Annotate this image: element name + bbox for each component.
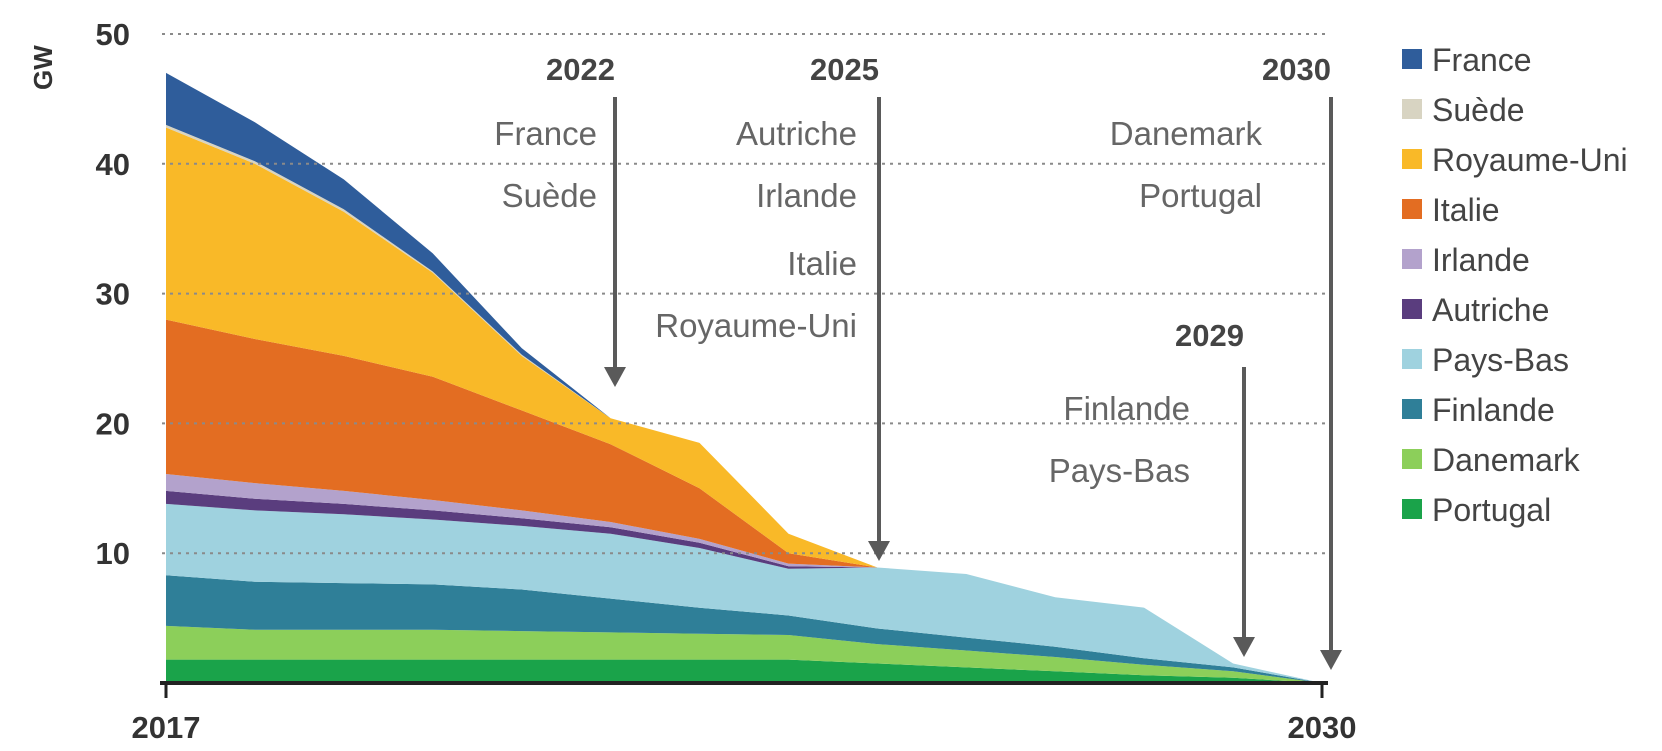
annotation-arrowhead-2030 [1320, 650, 1342, 671]
annotation-label-italie: Italie [787, 245, 857, 282]
annotation-label-portugal: Portugal [1139, 177, 1262, 214]
legend-swatch-danemark [1402, 449, 1422, 469]
annotation-label-irlande: Irlande [756, 177, 857, 214]
legend-label-royaume-uni: Royaume-Uni [1432, 142, 1628, 178]
legend-swatch-autriche [1402, 299, 1422, 319]
annotation-label-danemark: Danemark [1110, 115, 1263, 152]
annotation-label-autriche: Autriche [736, 115, 857, 152]
legend-label-suede: Suède [1432, 92, 1525, 128]
legend-swatch-royaume-uni [1402, 149, 1422, 169]
legend-swatch-pays-bas [1402, 349, 1422, 369]
legend: France Suède Royaume-Uni Italie Irlande Autri… [1402, 42, 1628, 528]
legend-label-danemark: Danemark [1432, 442, 1581, 478]
area-irlande [166, 474, 1322, 683]
x-tick-label-end: 2030 [1288, 710, 1357, 745]
legend-label-pays-bas: Pays-Bas [1432, 342, 1569, 378]
area-layers [166, 72, 1322, 683]
legend-label-irlande: Irlande [1432, 242, 1530, 278]
area-italie [166, 319, 1322, 683]
legend-swatch-italie [1402, 199, 1422, 219]
legend-swatch-portugal [1402, 499, 1422, 519]
area-royaume-uni [166, 127, 1322, 683]
annotation-arrowhead-2029 [1233, 637, 1255, 658]
y-tick-label-10: 10 [96, 536, 130, 571]
annotation-year-2025: 2025 [810, 52, 879, 87]
legend-label-autriche: Autriche [1432, 292, 1549, 328]
annotations: 2022 France Suède 2025 Autriche Irlande Italie… [494, 52, 1342, 671]
legend-label-france: France [1432, 42, 1532, 78]
area-danemark [166, 625, 1322, 683]
legend-swatch-irlande [1402, 249, 1422, 269]
annotation-year-2030: 2030 [1262, 52, 1331, 87]
legend-label-finlande: Finlande [1432, 392, 1555, 428]
y-tick-label-50: 50 [96, 17, 130, 52]
y-tick-label-20: 20 [96, 406, 130, 441]
area-autriche [166, 490, 1322, 683]
annotation-label-suede: Suède [502, 177, 597, 214]
annotation-arrowhead-2022 [604, 367, 626, 388]
annotation-label-france: France [494, 115, 597, 152]
area-portugal [166, 659, 1322, 683]
x-tick-label-start: 2017 [132, 710, 201, 745]
annotation-year-2022: 2022 [546, 52, 615, 87]
legend-label-italie: Italie [1432, 192, 1500, 228]
legend-label-portugal: Portugal [1432, 492, 1551, 528]
y-axis-ticks: 10 20 30 40 50 [96, 17, 130, 571]
annotation-label-finlande: Finlande [1063, 390, 1190, 427]
legend-swatch-suede [1402, 99, 1422, 119]
annotation-arrowhead-2025 [868, 540, 890, 561]
annotation-year-2029: 2029 [1175, 318, 1244, 353]
annotation-label-royaume-uni: Royaume-Uni [655, 307, 857, 344]
annotation-label-pays-bas: Pays-Bas [1049, 452, 1190, 489]
gridlines [162, 33, 1330, 555]
legend-swatch-france [1402, 49, 1422, 69]
y-tick-label-30: 30 [96, 277, 130, 312]
y-tick-label-40: 40 [96, 147, 130, 182]
area-finlande [166, 575, 1322, 683]
y-axis-label: GW [28, 45, 58, 90]
legend-swatch-finlande [1402, 399, 1422, 419]
area-pays-bas [166, 503, 1322, 683]
